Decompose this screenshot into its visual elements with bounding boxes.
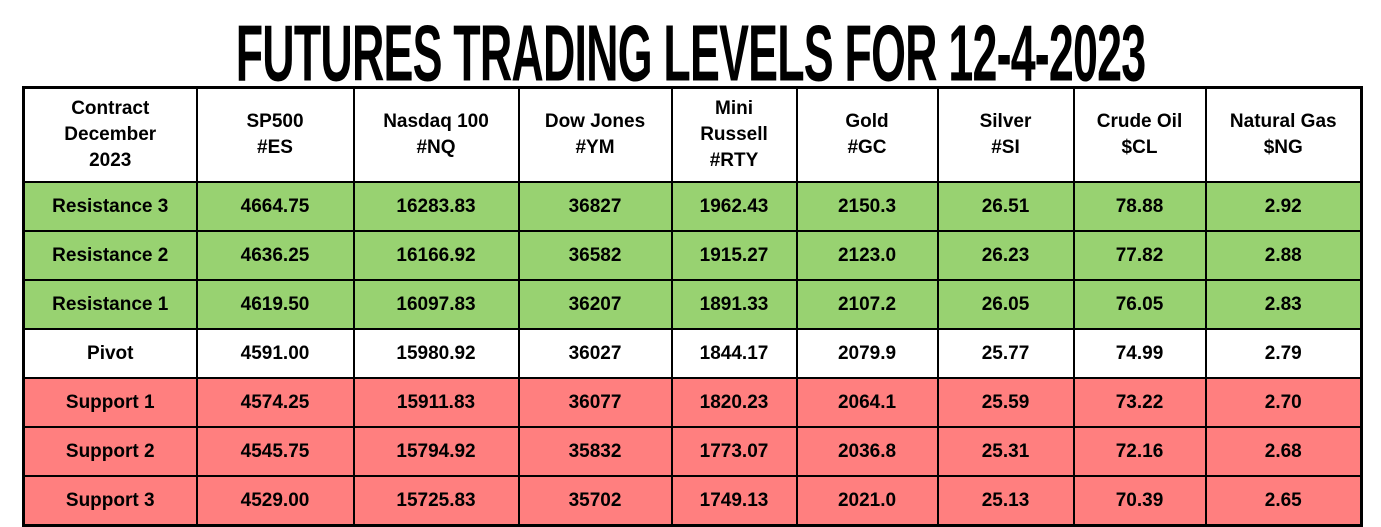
row-label: Resistance 2 (22, 230, 198, 281)
level-cell: 15725.83 (352, 475, 520, 527)
level-cell: 78.88 (1072, 181, 1207, 232)
level-cell: 15794.92 (352, 426, 520, 477)
table-body: Resistance 3 4664.75 16283.83 36827 1962.43 2… (22, 181, 1363, 527)
row-label: Resistance 3 (22, 181, 198, 232)
level-cell: 74.99 (1072, 328, 1207, 379)
level-cell: 25.13 (936, 475, 1075, 527)
level-cell: 25.77 (936, 328, 1075, 379)
level-cell: 1749.13 (670, 475, 798, 527)
level-cell: 1820.23 (670, 377, 798, 428)
page-title: FUTURES TRADING LEVELS FOR 12-4-2023 (235, 7, 1146, 98)
level-cell: 2.88 (1204, 230, 1363, 281)
level-cell: 77.82 (1072, 230, 1207, 281)
level-cell: 26.23 (936, 230, 1075, 281)
column-header: Dow Jones #YM (517, 86, 673, 183)
level-cell: 36827 (517, 181, 673, 232)
level-cell: 16097.83 (352, 279, 520, 330)
level-cell: 26.05 (936, 279, 1075, 330)
column-header: Gold #GC (795, 86, 939, 183)
level-cell: 4574.25 (195, 377, 355, 428)
level-cell: 70.39 (1072, 475, 1207, 527)
level-cell: 1891.33 (670, 279, 798, 330)
level-cell: 15980.92 (352, 328, 520, 379)
level-cell: 4664.75 (195, 181, 355, 232)
level-cell: 36582 (517, 230, 673, 281)
level-cell: 72.16 (1072, 426, 1207, 477)
level-cell: 4636.25 (195, 230, 355, 281)
table-row: Support 2 4545.75 15794.92 35832 1773.07 2036… (22, 426, 1363, 477)
column-header: Nasdaq 100 #NQ (352, 86, 520, 183)
level-cell: 2021.0 (795, 475, 939, 527)
row-label: Support 3 (22, 475, 198, 527)
level-cell: 2150.3 (795, 181, 939, 232)
level-cell: 2.65 (1204, 475, 1363, 527)
level-cell: 73.22 (1072, 377, 1207, 428)
column-header: Silver #SI (936, 86, 1075, 183)
row-label: Support 1 (22, 377, 198, 428)
level-cell: 2036.8 (795, 426, 939, 477)
level-cell: 26.51 (936, 181, 1075, 232)
level-cell: 36027 (517, 328, 673, 379)
level-cell: 4591.00 (195, 328, 355, 379)
level-cell: 76.05 (1072, 279, 1207, 330)
level-cell: 25.59 (936, 377, 1075, 428)
level-cell: 2123.0 (795, 230, 939, 281)
level-cell: 2.92 (1204, 181, 1363, 232)
table-row: Resistance 2 4636.25 16166.92 36582 1915.27 2… (22, 230, 1363, 281)
level-cell: 25.31 (936, 426, 1075, 477)
table-row: Resistance 1 4619.50 16097.83 36207 1891.33 2… (22, 279, 1363, 330)
level-cell: 36207 (517, 279, 673, 330)
level-cell: 2064.1 (795, 377, 939, 428)
level-cell: 2.68 (1204, 426, 1363, 477)
column-header: Crude Oil $CL (1072, 86, 1207, 183)
row-label: Pivot (22, 328, 198, 379)
row-label: Support 2 (22, 426, 198, 477)
level-cell: 35702 (517, 475, 673, 527)
level-cell: 2.83 (1204, 279, 1363, 330)
level-cell: 1844.17 (670, 328, 798, 379)
row-label: Resistance 1 (22, 279, 198, 330)
level-cell: 16166.92 (352, 230, 520, 281)
column-header: SP500 #ES (195, 86, 355, 183)
level-cell: 2079.9 (795, 328, 939, 379)
level-cell: 2.79 (1204, 328, 1363, 379)
level-cell: 35832 (517, 426, 673, 477)
column-header: Natural Gas $NG (1204, 86, 1363, 183)
column-header: Mini Russell #RTY (670, 86, 798, 183)
level-cell: 2.70 (1204, 377, 1363, 428)
table-row: Support 3 4529.00 15725.83 35702 1749.13 2021… (22, 475, 1363, 527)
level-cell: 1915.27 (670, 230, 798, 281)
contract-column-header: Contract December 2023 (22, 86, 198, 183)
level-cell: 4619.50 (195, 279, 355, 330)
futures-levels-table: Contract December 2023 SP500 #ES Nasdaq 10… (22, 86, 1363, 527)
table-row: Pivot 4591.00 15980.92 36027 1844.17 2079.9 25… (22, 328, 1363, 379)
level-cell: 16283.83 (352, 181, 520, 232)
level-cell: 2107.2 (795, 279, 939, 330)
level-cell: 4529.00 (195, 475, 355, 527)
header-row: Contract December 2023 SP500 #ES Nasdaq 10… (22, 86, 1363, 183)
level-cell: 15911.83 (352, 377, 520, 428)
level-cell: 1773.07 (670, 426, 798, 477)
level-cell: 1962.43 (670, 181, 798, 232)
table-row: Support 1 4574.25 15911.83 36077 1820.23 2064… (22, 377, 1363, 428)
title-bar: FUTURES TRADING LEVELS FOR 12-4-2023 (0, 0, 1381, 97)
level-cell: 36077 (517, 377, 673, 428)
table-row: Resistance 3 4664.75 16283.83 36827 1962.43 2… (22, 181, 1363, 232)
level-cell: 4545.75 (195, 426, 355, 477)
